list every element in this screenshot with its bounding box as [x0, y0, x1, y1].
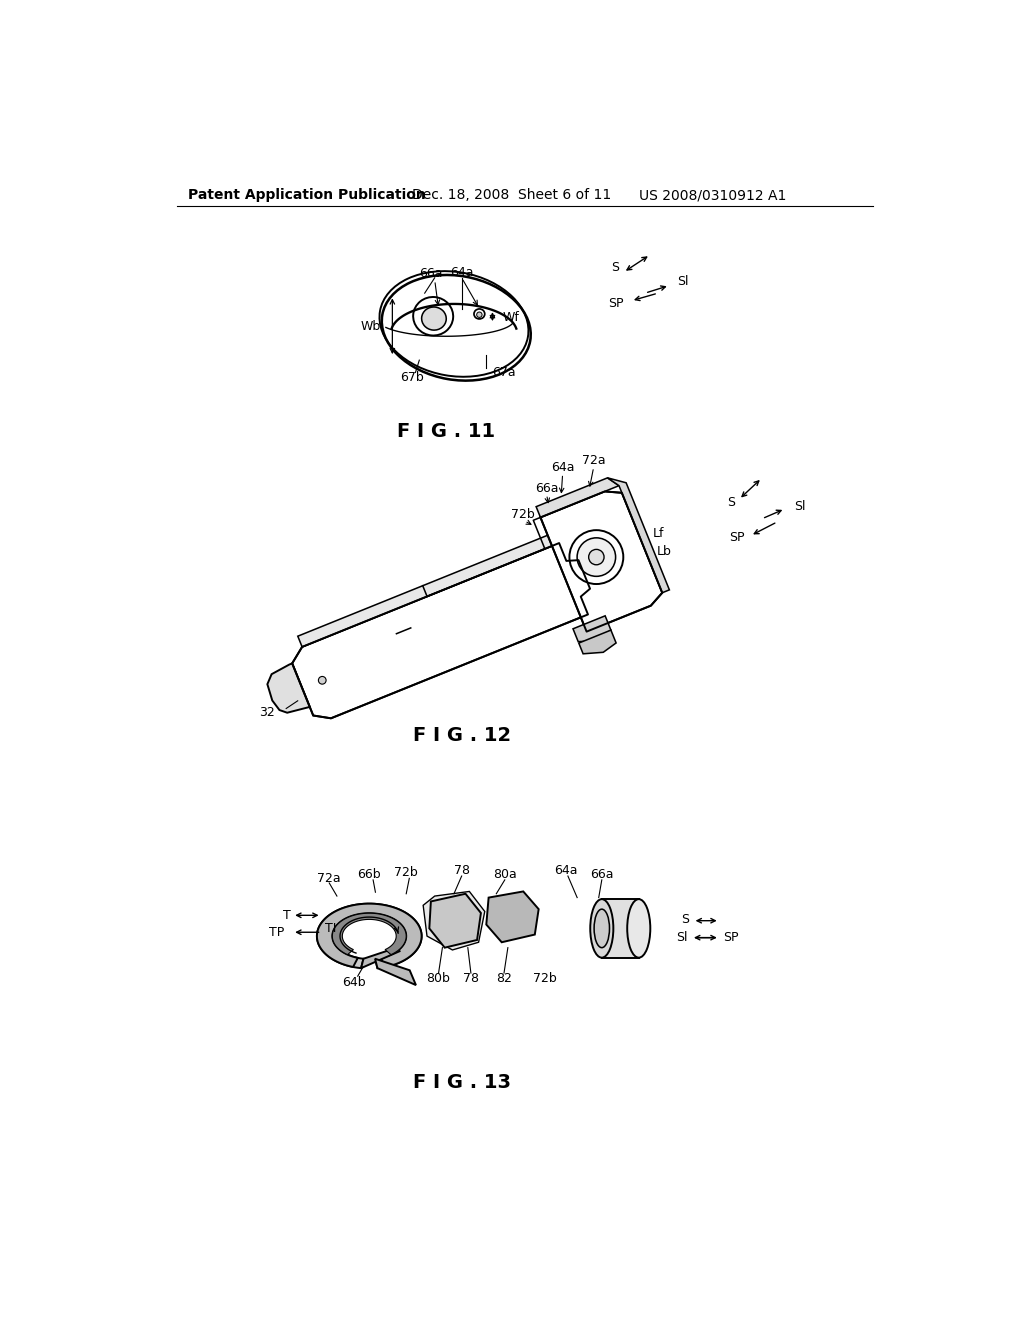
- Text: F I G . 11: F I G . 11: [397, 422, 496, 441]
- Polygon shape: [298, 532, 559, 647]
- Text: 66b: 66b: [357, 869, 381, 880]
- Ellipse shape: [474, 309, 484, 319]
- Ellipse shape: [578, 537, 615, 577]
- Text: S: S: [682, 912, 689, 925]
- Text: 64b: 64b: [342, 975, 366, 989]
- Ellipse shape: [318, 676, 326, 684]
- Polygon shape: [602, 899, 639, 958]
- Text: 67a: 67a: [493, 366, 516, 379]
- Polygon shape: [607, 478, 670, 593]
- Text: 66a: 66a: [535, 482, 558, 495]
- Polygon shape: [375, 958, 416, 985]
- Ellipse shape: [628, 899, 650, 958]
- Polygon shape: [486, 891, 539, 942]
- Polygon shape: [429, 894, 481, 948]
- Text: 72a: 72a: [582, 454, 605, 467]
- Text: TI: TI: [325, 921, 336, 935]
- Text: Wb: Wb: [360, 319, 381, 333]
- Text: 64a: 64a: [450, 265, 473, 279]
- Text: 82: 82: [496, 972, 512, 985]
- Polygon shape: [361, 948, 399, 968]
- Text: 32: 32: [259, 706, 274, 719]
- Polygon shape: [267, 664, 310, 713]
- Text: Sl: Sl: [676, 931, 687, 944]
- Ellipse shape: [594, 909, 609, 948]
- Text: TP: TP: [269, 925, 285, 939]
- Text: 67b: 67b: [399, 371, 424, 384]
- Text: 66a: 66a: [590, 869, 613, 880]
- Text: SP: SP: [724, 931, 739, 944]
- Text: SP: SP: [729, 531, 744, 544]
- Text: 72a: 72a: [317, 871, 341, 884]
- Polygon shape: [333, 913, 407, 954]
- Ellipse shape: [590, 899, 613, 958]
- Ellipse shape: [569, 531, 624, 583]
- Polygon shape: [579, 630, 616, 653]
- Text: Sl: Sl: [795, 500, 806, 513]
- Text: Lf: Lf: [652, 527, 664, 540]
- Text: 66a: 66a: [419, 268, 442, 280]
- Ellipse shape: [422, 308, 446, 330]
- Text: Wf: Wf: [503, 310, 519, 323]
- Text: S: S: [611, 261, 620, 275]
- Text: 64a: 64a: [554, 865, 578, 878]
- Text: 72b: 72b: [511, 508, 535, 521]
- Text: 78: 78: [463, 972, 479, 985]
- Text: F I G . 12: F I G . 12: [413, 726, 511, 746]
- Text: S: S: [727, 496, 735, 510]
- Text: 80b: 80b: [427, 972, 451, 985]
- Polygon shape: [541, 491, 663, 631]
- Text: F I G . 13: F I G . 13: [413, 1073, 511, 1092]
- Text: Lb: Lb: [656, 545, 672, 558]
- Polygon shape: [316, 904, 422, 968]
- Text: Dec. 18, 2008  Sheet 6 of 11: Dec. 18, 2008 Sheet 6 of 11: [412, 189, 611, 202]
- Text: Patent Application Publication: Patent Application Publication: [188, 189, 426, 202]
- Polygon shape: [573, 616, 611, 642]
- Text: US 2008/0310912 A1: US 2008/0310912 A1: [639, 189, 786, 202]
- Text: 72b: 72b: [394, 866, 418, 879]
- Polygon shape: [292, 543, 590, 718]
- Ellipse shape: [413, 297, 454, 335]
- Polygon shape: [316, 904, 422, 968]
- Text: 80a: 80a: [493, 869, 517, 880]
- Polygon shape: [537, 478, 618, 517]
- Text: Sl: Sl: [677, 275, 689, 288]
- Text: 72b: 72b: [532, 972, 557, 985]
- Ellipse shape: [477, 312, 482, 317]
- Text: T: T: [283, 908, 291, 921]
- Text: 78: 78: [454, 865, 470, 878]
- Ellipse shape: [589, 549, 604, 565]
- Text: SP: SP: [608, 297, 624, 310]
- Text: 64a: 64a: [551, 461, 574, 474]
- Polygon shape: [423, 891, 484, 950]
